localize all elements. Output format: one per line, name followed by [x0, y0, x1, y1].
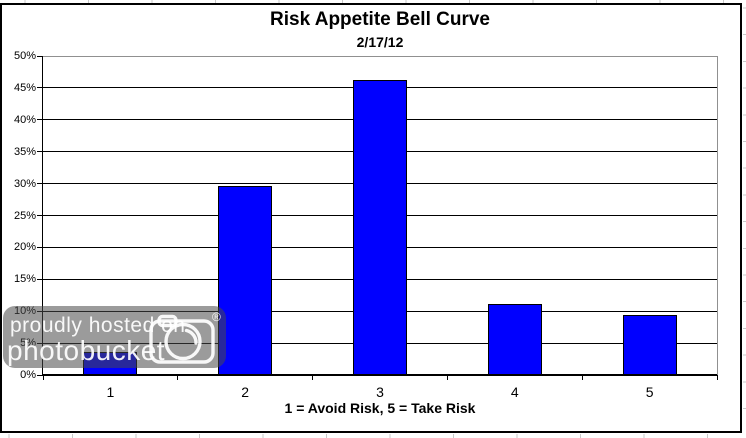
- registered-trademark-mark: ®: [212, 310, 221, 324]
- chart-subtitle: 2/17/12: [356, 34, 404, 50]
- photobucket-watermark: proudly hosted on photobucket ®: [3, 306, 226, 368]
- camera-icon: [149, 314, 215, 364]
- spreadsheet-gridline-sliver-top: [0, 0, 746, 3]
- spreadsheet-gridline-sliver-bottom: [0, 434, 746, 438]
- watermark-brand: photobucket: [7, 335, 166, 366]
- spreadsheet-gridline-sliver-right: [743, 3, 746, 434]
- x-axis-title: 1 = Avoid Risk, 5 = Take Risk: [284, 400, 476, 416]
- chart-title: Risk Appetite Bell Curve: [270, 9, 490, 30]
- watermark-tagline: proudly hosted on: [10, 314, 186, 337]
